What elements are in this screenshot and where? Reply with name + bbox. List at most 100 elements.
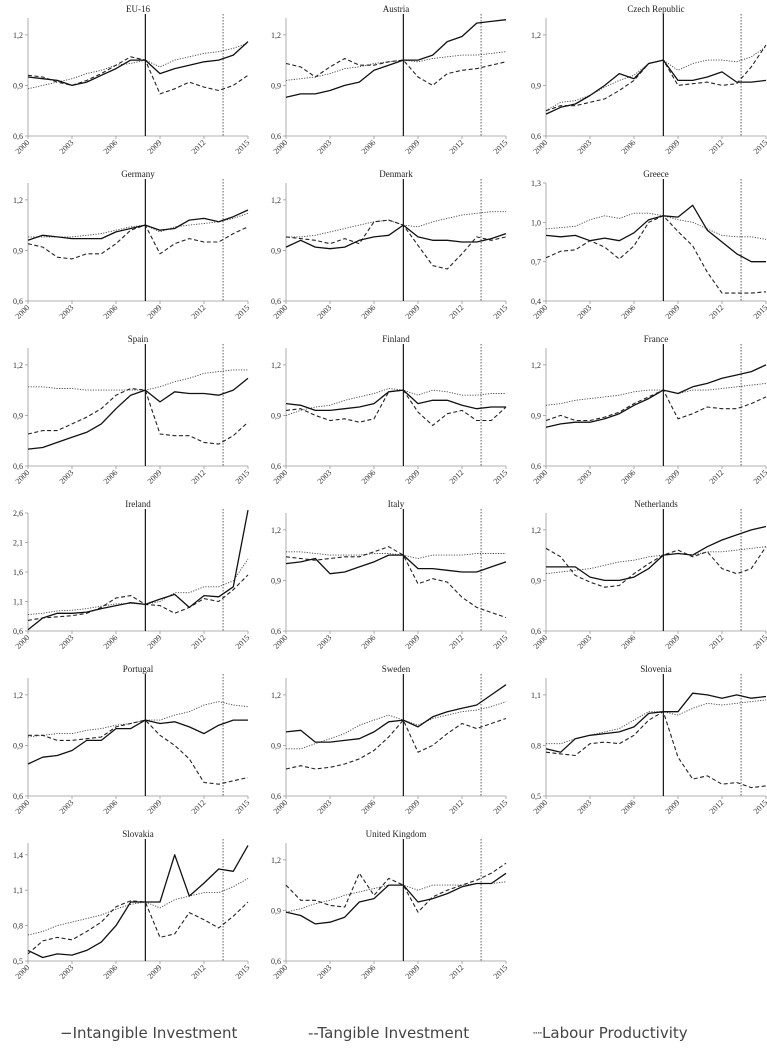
y-tick-label: 2,6 xyxy=(13,509,23,518)
y-tick-label: 0,6 xyxy=(13,627,23,636)
panel: Spain 0,6 0,9 1,2 2000 2003 2006 2009 2012 2015 xyxy=(0,330,252,492)
legend-tangible: ‐‐Tangible Investment xyxy=(308,1024,470,1042)
y-tick-label: 1,2 xyxy=(271,526,281,535)
x-tick-label: 2015 xyxy=(752,798,767,816)
y-tick-label: 0,9 xyxy=(531,81,541,90)
x-tick-label: 2006 xyxy=(620,138,638,156)
y-tick-label: 0,5 xyxy=(531,792,541,801)
panel: Ireland 0,6 1,1 1,6 2,1 2,6 2000 2003 2006 2009 20… xyxy=(0,495,252,657)
x-tick-label: 2015 xyxy=(492,468,510,486)
x-tick-label: 2009 xyxy=(146,468,164,486)
x-tick-label: 2012 xyxy=(448,633,466,651)
x-tick-label: 2006 xyxy=(620,633,638,651)
series-tangible-line xyxy=(545,546,767,588)
series-intangible-line xyxy=(545,692,767,753)
x-tick-label: 2015 xyxy=(234,303,252,321)
y-tick-label: 0,6 xyxy=(271,627,281,636)
series-intangible-line xyxy=(27,845,249,959)
x-tick-label: 2003 xyxy=(576,138,594,156)
y-tick-label: 0,9 xyxy=(13,81,23,90)
x-tick-label: 2003 xyxy=(316,963,334,981)
panel-title: Spain xyxy=(128,334,149,344)
x-tick-label: 2009 xyxy=(146,138,164,156)
x-tick-label: 2003 xyxy=(316,633,334,651)
x-tick-label: 2015 xyxy=(234,138,252,156)
series-intangible-line xyxy=(545,204,766,263)
panel: Portugal 0,6 0,9 1,2 2000 2003 2006 2009 2012 201… xyxy=(0,660,252,822)
x-tick-label: 2012 xyxy=(708,303,726,321)
y-tick-label: 1,2 xyxy=(531,526,541,535)
x-tick-label: 2009 xyxy=(146,633,164,651)
panel: Slovenia 0,5 0,8 1,1 2000 2003 2006 2009 2012 201… xyxy=(518,660,767,822)
x-tick-label: 2012 xyxy=(190,633,208,651)
x-tick-label: 2015 xyxy=(752,633,767,651)
x-tick-label: 2009 xyxy=(404,303,422,321)
x-tick-label: 2003 xyxy=(316,303,334,321)
x-tick-label: 2006 xyxy=(360,138,378,156)
panel-title: Greece xyxy=(643,169,668,179)
legend-intangible: −Intangible Investment xyxy=(60,1024,238,1042)
x-tick-label: 2003 xyxy=(58,633,76,651)
y-tick-label: 0,6 xyxy=(13,132,23,141)
x-tick-label: 2012 xyxy=(708,633,726,651)
y-tick-label: 1,2 xyxy=(13,31,23,40)
series-intangible-line xyxy=(285,684,507,743)
x-tick-label: 2003 xyxy=(58,468,76,486)
x-tick-label: 2012 xyxy=(708,138,726,156)
x-tick-label: 2015 xyxy=(752,468,767,486)
x-tick-label: 2009 xyxy=(664,468,682,486)
x-tick-label: 2003 xyxy=(58,138,76,156)
panel: Denmark 0,6 0,9 1,2 2000 2003 2006 2009 2012 2015 xyxy=(258,165,510,327)
series-productivity-line xyxy=(545,46,767,112)
series-tangible-line xyxy=(285,546,507,619)
y-tick-label: 0,9 xyxy=(271,411,281,420)
series-productivity-line xyxy=(285,388,506,416)
y-tick-label: 1,2 xyxy=(271,856,281,865)
series-tangible-line xyxy=(27,574,249,621)
x-tick-label: 2012 xyxy=(190,138,208,156)
y-tick-label: 1,2 xyxy=(271,361,281,370)
y-tick-label: 0,7 xyxy=(531,258,541,267)
series-intangible-line xyxy=(285,224,507,250)
panel-title: Ireland xyxy=(125,499,151,509)
panel: Sweden 0,6 0,9 1,2 2000 2003 2006 2009 2012 2015 xyxy=(258,660,510,822)
y-tick-label: 1,1 xyxy=(13,886,23,895)
y-tick-label: 1,6 xyxy=(13,568,23,577)
panel: Netherlands 0,6 0,9 1,2 2000 2003 2006 2009 2012… xyxy=(518,495,767,657)
y-tick-label: 0,9 xyxy=(531,411,541,420)
series-intangible-line xyxy=(545,59,767,115)
x-tick-label: 2012 xyxy=(190,798,208,816)
x-tick-label: 2009 xyxy=(404,963,422,981)
y-tick-label: 0,6 xyxy=(531,132,541,141)
series-tangible-line xyxy=(27,56,249,95)
y-tick-label: 1,0 xyxy=(531,218,541,227)
series-intangible-line xyxy=(27,377,249,450)
panel: Finland 0,6 0,9 1,2 2000 2003 2006 2009 2012 2015 xyxy=(258,330,510,492)
series-tangible-line xyxy=(27,387,249,445)
panel-title: Austria xyxy=(383,4,410,14)
panel-title: Czech Republic xyxy=(627,4,684,14)
panel-title: Sweden xyxy=(382,664,411,674)
panel-title: Denmark xyxy=(379,169,413,179)
series-intangible-line xyxy=(545,364,767,428)
y-tick-label: 1,2 xyxy=(271,31,281,40)
x-tick-label: 2015 xyxy=(492,963,510,981)
y-tick-label: 1,1 xyxy=(531,691,541,700)
x-tick-label: 2006 xyxy=(102,963,120,981)
y-tick-label: 0,9 xyxy=(271,906,281,915)
x-tick-label: 2006 xyxy=(102,798,120,816)
x-tick-label: 2003 xyxy=(316,798,334,816)
panel-title: Germany xyxy=(121,169,155,179)
x-tick-label: 2015 xyxy=(234,633,252,651)
x-tick-label: 2006 xyxy=(620,798,638,816)
y-tick-label: 0,6 xyxy=(13,792,23,801)
series-productivity-line xyxy=(27,701,249,738)
series-productivity-line xyxy=(27,878,249,936)
legend-productivity: ┈Labour Productivity xyxy=(533,1024,688,1042)
